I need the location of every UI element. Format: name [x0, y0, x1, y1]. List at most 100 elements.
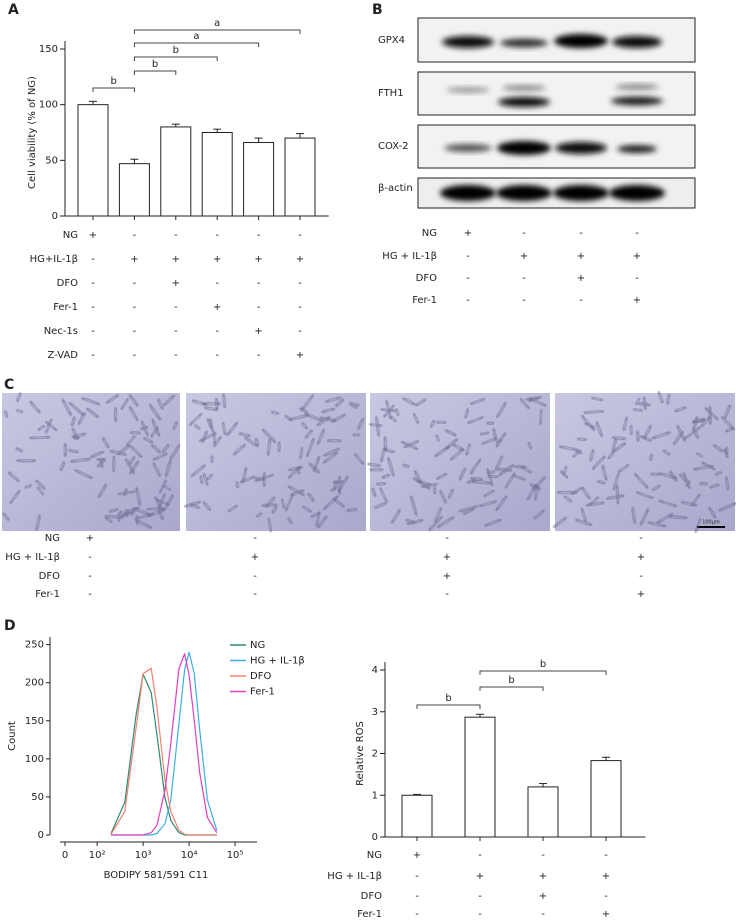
- condition-sign: -: [478, 891, 482, 902]
- panel-label: D: [4, 618, 16, 634]
- y-tick-label: 0: [372, 832, 378, 843]
- cell: [157, 493, 166, 509]
- condition-label: DFO: [57, 278, 78, 289]
- cell: [497, 468, 512, 472]
- cell: [369, 468, 384, 472]
- condition-sign: -: [298, 302, 302, 313]
- band: [617, 145, 657, 153]
- condition-label: DFO: [416, 273, 437, 284]
- cell: [357, 417, 365, 430]
- cell: [416, 480, 432, 486]
- cell: [434, 507, 442, 523]
- cell: [495, 495, 508, 512]
- cell: [104, 515, 124, 519]
- cell: [15, 447, 23, 453]
- cell: [663, 449, 671, 456]
- condition-sign: +: [213, 302, 221, 313]
- band: [497, 141, 551, 155]
- cell: [321, 408, 336, 414]
- cell: [636, 430, 640, 442]
- y-tick-label: 3: [372, 707, 378, 718]
- cell: [486, 421, 494, 425]
- cell: [228, 505, 238, 512]
- cell: [575, 450, 583, 455]
- cell: [577, 437, 587, 441]
- cell: [120, 506, 140, 518]
- significance-bracket: [133, 70, 177, 75]
- condition-sign: -: [91, 350, 95, 361]
- cell: [649, 454, 653, 461]
- cell: [381, 474, 390, 479]
- cell: [534, 485, 539, 501]
- cell: [512, 474, 526, 481]
- condition-sign: -: [91, 278, 95, 289]
- condition-sign: -: [604, 891, 608, 902]
- condition-sign: -: [174, 230, 178, 241]
- cell: [406, 519, 424, 525]
- condition-sign: -: [522, 295, 526, 306]
- cell: [527, 442, 532, 450]
- cell: [296, 467, 301, 475]
- x-axis-label: BODIPY 581/591 C11: [104, 870, 209, 881]
- condition-sign: -: [635, 273, 639, 284]
- cell: [45, 421, 58, 431]
- cell: [519, 398, 530, 410]
- cell: [213, 436, 222, 448]
- cell: [721, 416, 735, 431]
- cell: [478, 500, 497, 507]
- cell: [633, 408, 643, 412]
- cell: [29, 435, 51, 440]
- cell: [307, 493, 315, 502]
- cell: [694, 518, 702, 533]
- cell: [285, 493, 294, 512]
- cell: [165, 494, 174, 508]
- cell: [313, 456, 320, 472]
- band: [500, 38, 548, 48]
- condition-sign: -: [298, 278, 302, 289]
- cell: [495, 439, 503, 444]
- cell: [692, 419, 705, 423]
- bar: [284, 137, 316, 217]
- cell: [669, 470, 677, 482]
- cell: [505, 472, 516, 489]
- cell: [16, 392, 22, 402]
- y-axis-label: Count: [7, 721, 18, 751]
- cell: [636, 491, 654, 499]
- cell: [35, 479, 46, 490]
- condition-sign: +: [577, 273, 585, 284]
- cell: [317, 428, 325, 445]
- condition-label: HG + IL-1β: [5, 552, 60, 563]
- cell: [402, 397, 415, 405]
- cell: [701, 462, 716, 470]
- cell: [325, 396, 342, 403]
- band: [612, 36, 662, 48]
- cell: [254, 476, 265, 481]
- condition-sign: -: [133, 302, 137, 313]
- cell: [685, 480, 691, 487]
- cell: [458, 505, 478, 513]
- condition-sign: -: [88, 552, 92, 563]
- cell: [150, 426, 159, 438]
- cell: [583, 410, 605, 414]
- cell: [302, 505, 312, 513]
- panel-label: C: [4, 377, 14, 393]
- cell: [74, 469, 93, 479]
- cell: [288, 466, 303, 471]
- cell: [527, 483, 537, 501]
- cell: [210, 455, 214, 463]
- condition-sign: -: [91, 302, 95, 313]
- cell: [190, 503, 200, 509]
- condition-sign: -: [415, 909, 419, 920]
- x-tick-label: 10²: [89, 850, 106, 861]
- condition-sign: -: [88, 571, 92, 582]
- cell: [202, 402, 221, 406]
- cell: [459, 467, 466, 481]
- cell: [483, 490, 495, 497]
- cell: [98, 483, 107, 498]
- blot-images: [417, 17, 696, 209]
- cell: [683, 472, 691, 489]
- condition-sign: -: [257, 230, 261, 241]
- cell: [581, 415, 595, 431]
- cell: [658, 472, 678, 479]
- cell: [37, 486, 44, 496]
